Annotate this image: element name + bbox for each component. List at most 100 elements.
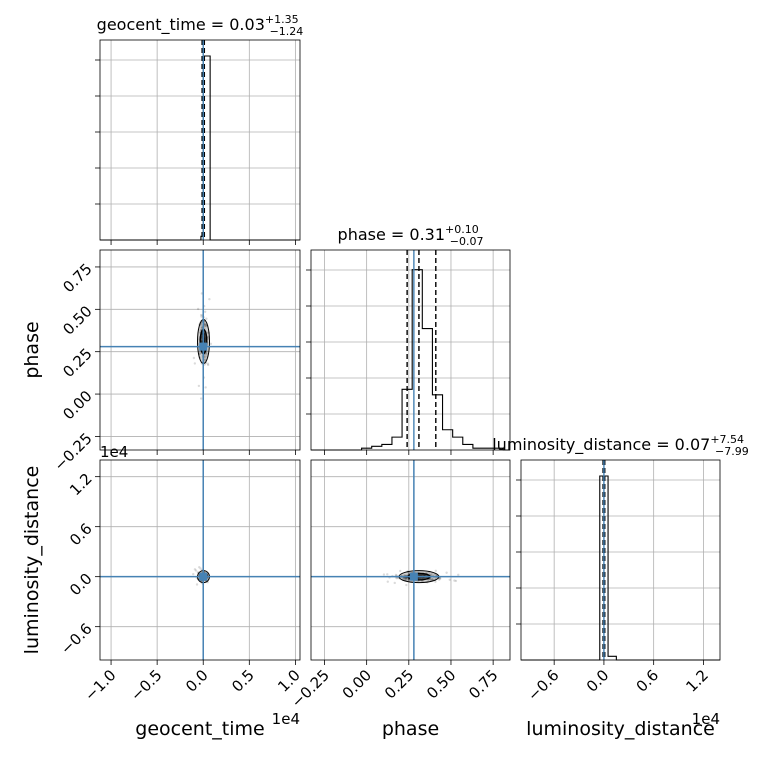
sample-point (418, 576, 421, 580)
y-tick-label: 0.25 (59, 345, 95, 381)
sample-point (422, 577, 425, 580)
sample-point (434, 569, 438, 573)
x-tick-label: 0.75 (465, 666, 501, 702)
sample-point (197, 384, 201, 388)
scatter-panel-phase-vs-luminosity_distance (310, 459, 511, 665)
sample-point (205, 355, 208, 358)
hist-panel-phase: phase = 0.31+0.10 −0.07 (306, 223, 511, 455)
x-tick-label: −1.0 (81, 666, 119, 704)
sample-point (204, 358, 207, 361)
sample-point (394, 573, 398, 577)
sample-point (209, 342, 213, 346)
x-tick-label: 0.0 (583, 666, 613, 696)
axes-frame (99, 459, 301, 661)
sample-point (431, 578, 435, 581)
hist-panel-luminosity_distance: luminosity_distance = 0.07+7.54 −7.99 (492, 433, 749, 665)
sample-point (419, 573, 423, 577)
summary-title: geocent_time = 0.03+1.35 −1.24 (97, 13, 304, 38)
sample-point (431, 578, 434, 581)
sample-point (454, 579, 458, 583)
axes-frame (310, 459, 511, 661)
y-axis-label: phase (21, 321, 43, 378)
sample-point (203, 322, 206, 326)
sample-point (418, 576, 422, 580)
sample-point (402, 577, 405, 581)
y-tick-label: 1.2 (66, 470, 96, 500)
sample-point (192, 572, 195, 576)
x-offset-text: 1e4 (272, 710, 300, 728)
x-tick-label: −0.6 (524, 666, 562, 704)
sample-point (203, 340, 207, 343)
sample-point (205, 325, 208, 328)
y-tick-label: 0.6 (66, 520, 96, 550)
x-axis-label: phase (382, 718, 439, 740)
x-tick-label: 0.6 (633, 666, 663, 696)
x-tick-label: 0.25 (381, 666, 417, 702)
sample-point (200, 292, 204, 295)
sample-point (200, 325, 203, 328)
truth-marker (199, 342, 208, 351)
sample-point (431, 578, 434, 581)
sample-point (203, 355, 206, 359)
sample-point (402, 576, 406, 580)
sample-point (203, 310, 207, 313)
summary-title: phase = 0.31+0.10 −0.07 (338, 223, 484, 248)
sample-point (198, 350, 202, 353)
sample-point (193, 568, 197, 571)
sample-point (445, 571, 448, 574)
histogram-step (521, 475, 720, 661)
sample-point (203, 339, 206, 342)
sample-point (386, 573, 389, 576)
y-tick-label: 0.75 (59, 260, 95, 296)
sample-point (199, 397, 203, 400)
axes-frame (99, 39, 301, 241)
sample-point (203, 337, 207, 340)
sample-point (192, 356, 196, 360)
sample-point (418, 573, 421, 576)
sample-point (448, 578, 451, 582)
sample-point (195, 583, 199, 586)
x-axis-label: geocent_time (135, 718, 264, 740)
sample-point (439, 577, 442, 580)
truth-marker (409, 572, 418, 581)
x-tick-label: 0.5 (228, 666, 258, 696)
x-axis-label: luminosity_distance (526, 718, 715, 740)
axes-frame (99, 249, 301, 451)
scatter-panel-geocent_time-vs-phase (95, 249, 301, 455)
sample-point (403, 576, 407, 580)
sample-point (203, 324, 207, 327)
x-tick-label: 1.2 (682, 666, 712, 696)
sample-point (405, 578, 408, 582)
sample-point (419, 576, 423, 580)
sample-point (403, 573, 406, 577)
sample-point (206, 362, 210, 365)
y-axis-label: luminosity_distance (21, 466, 43, 655)
sample-point (200, 326, 203, 330)
sample-point (193, 362, 197, 365)
sample-point (198, 565, 201, 569)
sample-point (407, 578, 410, 582)
y-tick-label: 0.0 (66, 570, 96, 600)
sample-point (208, 297, 211, 301)
sample-point (203, 336, 207, 340)
y-offset-text: 1e4 (100, 443, 128, 461)
sample-point (395, 576, 398, 580)
sample-point (405, 583, 408, 587)
sample-point (194, 569, 198, 572)
sample-point (199, 567, 202, 570)
truth-marker (199, 572, 208, 581)
x-tick-label: 0.50 (423, 666, 459, 702)
summary-title: luminosity_distance = 0.07+7.54 −7.99 (492, 433, 749, 458)
sample-point (437, 578, 441, 581)
x-offset-text: 1e4 (692, 710, 720, 728)
sample-point (396, 576, 399, 580)
sample-point (204, 386, 207, 389)
sample-point (204, 336, 207, 339)
x-tick-label: −0.5 (127, 666, 165, 704)
sample-point (205, 352, 208, 355)
sample-point (204, 338, 207, 342)
y-tick-label: 0.00 (59, 387, 95, 423)
sample-point (206, 363, 210, 367)
sample-point (203, 333, 206, 336)
axes-frame (310, 249, 511, 451)
